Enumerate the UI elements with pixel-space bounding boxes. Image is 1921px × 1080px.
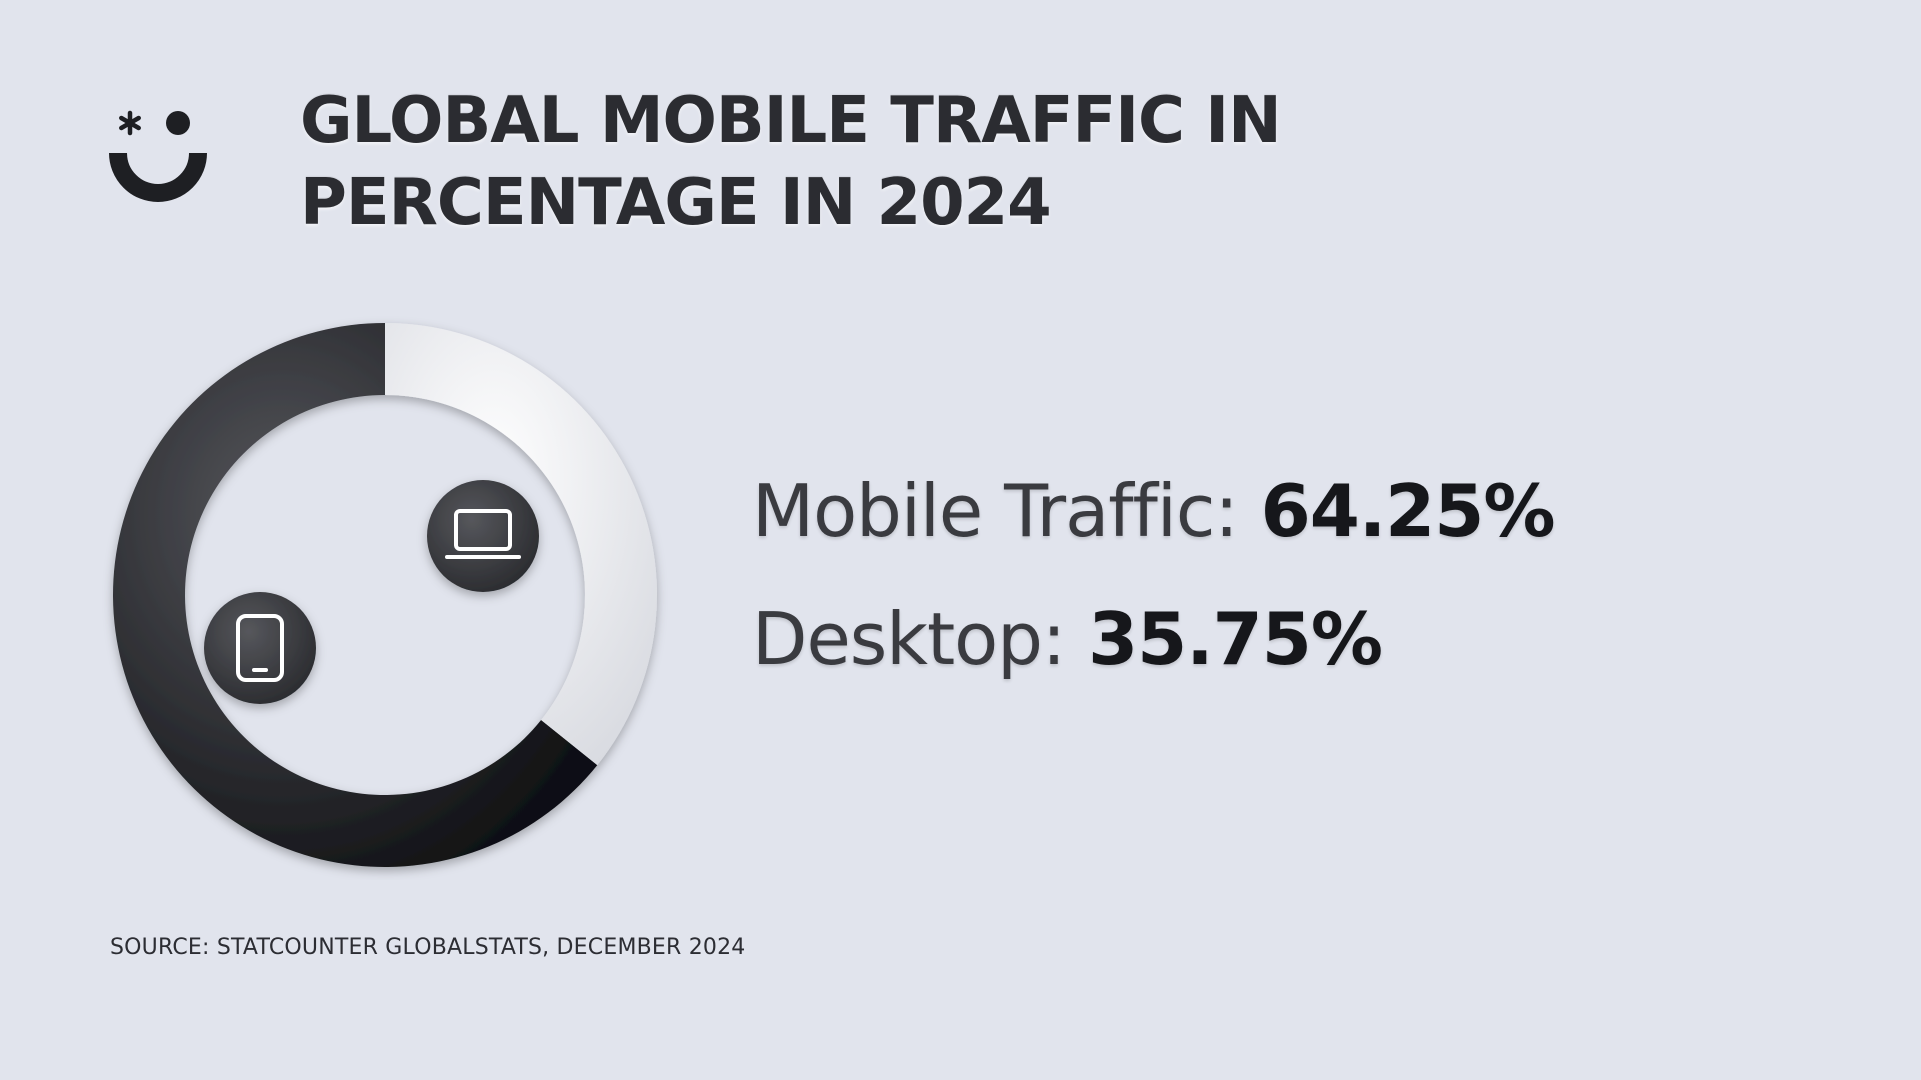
slice-desktop bbox=[385, 323, 658, 766]
legend-row-desktop: Desktop: 35.75% bbox=[752, 603, 1752, 675]
data-label-desktop: 35.75% bbox=[1088, 597, 1383, 681]
legend-label-mobile: Mobile Traffic: bbox=[752, 469, 1239, 553]
title-line-2: PERCENTAGE IN 2024 bbox=[300, 166, 1052, 240]
brand-logo bbox=[109, 110, 207, 202]
data-label-mobile: 64.25% bbox=[1260, 469, 1556, 553]
smile-icon bbox=[109, 152, 207, 202]
donut-chart bbox=[112, 323, 658, 867]
asterisk-icon bbox=[119, 110, 141, 136]
source-note: SOURCE: STATCOUNTER GLOBALSTATS, DECEMBE… bbox=[110, 935, 746, 960]
smartphone-icon bbox=[204, 592, 316, 704]
page-title: GLOBAL MOBILE TRAFFIC IN PERCENTAGE IN 2… bbox=[300, 80, 1300, 244]
legend-label-desktop: Desktop: bbox=[752, 597, 1066, 681]
legend-row-mobile: Mobile Traffic: 64.25% bbox=[752, 475, 1752, 547]
slice-mobile bbox=[112, 323, 598, 867]
chart-legend: Mobile Traffic: 64.25% Desktop: 35.75% bbox=[752, 475, 1752, 675]
title-line-1: GLOBAL MOBILE TRAFFIC IN bbox=[300, 84, 1282, 158]
laptop-icon bbox=[427, 480, 539, 592]
dot-icon bbox=[166, 111, 190, 135]
